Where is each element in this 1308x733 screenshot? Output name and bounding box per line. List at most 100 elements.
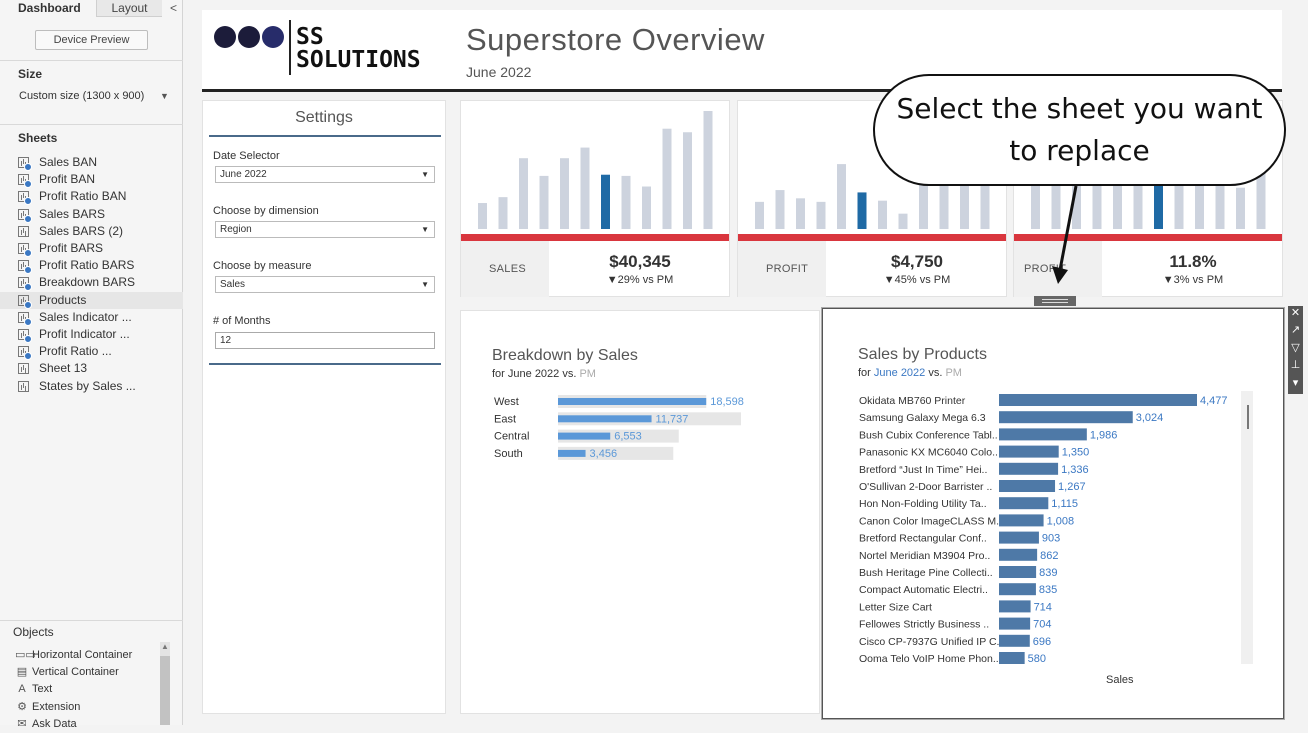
sheet-item[interactable]: Profit Ratio ... <box>0 343 183 361</box>
sheet-item[interactable]: Profit Ratio BAN <box>0 188 183 206</box>
date-selector[interactable]: June 2022 ▼ <box>215 166 435 183</box>
product-bar[interactable] <box>999 394 1197 406</box>
breakdown-bar[interactable] <box>558 398 707 405</box>
tab-layout[interactable]: Layout <box>96 0 162 17</box>
authoring-pane: Dashboard Layout < Device Preview Size C… <box>0 0 183 730</box>
sheet-item[interactable]: Sales BAN <box>0 154 183 171</box>
object-item[interactable]: A Text <box>0 681 160 698</box>
breakdown-panel[interactable]: Breakdown by Sales for June 2022 vs. PM … <box>460 310 820 714</box>
objects-scroll-thumb[interactable] <box>160 656 170 725</box>
worksheet-icon <box>18 346 32 361</box>
more-options-icon[interactable]: ▾ <box>1292 377 1299 389</box>
product-bar[interactable] <box>999 652 1025 664</box>
product-bar[interactable] <box>999 617 1031 630</box>
kpi-card-sales[interactable]: SALES $40,345 ▼29% vs PM <box>460 100 730 297</box>
product-bar[interactable] <box>999 566 1037 578</box>
sheet-item[interactable]: Profit BAN <box>0 171 183 189</box>
breakdown-bar[interactable] <box>558 415 652 423</box>
sheet-item[interactable]: Profit BARS <box>0 240 183 257</box>
product-row-label: Bretford Rectangular Conf.. <box>859 533 987 545</box>
kpi-bar <box>519 158 528 229</box>
product-bar[interactable] <box>999 497 1049 510</box>
product-value-label: 1,008 <box>1047 515 1075 527</box>
go-to-sheet-icon[interactable]: ↗ <box>1290 324 1301 336</box>
text-icon: A <box>18 683 26 696</box>
sheet-item[interactable]: Breakdown BARS <box>0 274 183 292</box>
sheet-item[interactable]: Sales Indicator ... <box>0 309 183 326</box>
breakdown-bar[interactable] <box>558 432 611 440</box>
kpi-bar <box>1154 174 1163 229</box>
kpi-bar <box>898 213 908 229</box>
months-input[interactable]: 12 <box>215 332 435 349</box>
sheet-item-label: Profit Ratio ... <box>39 344 112 359</box>
product-bar[interactable] <box>999 480 1056 492</box>
product-bar[interactable] <box>999 428 1087 441</box>
dimension-selector[interactable]: Region ▼ <box>215 221 435 238</box>
sheet-item-label: Sales BAN <box>39 155 98 169</box>
measure-selector-value: Sales <box>220 279 246 290</box>
logo-text-line2: SOLUTIONS <box>296 47 421 73</box>
scroll-up-icon[interactable]: ▲ <box>161 642 169 651</box>
filter-icon[interactable]: ▽ <box>1291 342 1300 354</box>
product-bar[interactable] <box>999 531 1039 544</box>
chevron-down-icon[interactable]: ▼ <box>421 225 429 234</box>
products-title: Sales by Products <box>858 346 987 363</box>
products-scrollbar[interactable] <box>1241 391 1253 664</box>
instruction-callout-text: Select the sheet you want to replace <box>873 88 1286 172</box>
chevron-down-icon[interactable]: ▼ <box>421 280 429 289</box>
product-bar[interactable] <box>999 548 1038 561</box>
product-bar[interactable] <box>999 462 1059 475</box>
object-item-label: Horizontal Container <box>32 649 133 661</box>
chevron-down-icon[interactable]: ▼ <box>160 91 169 101</box>
field-label: Choose by dimension <box>213 205 319 217</box>
object-item[interactable]: ⚙ Extension <box>0 699 160 716</box>
size-dropdown[interactable]: Custom size (1300 x 900) <box>19 90 145 102</box>
product-bar[interactable] <box>999 600 1031 613</box>
product-value-label: 3,024 <box>1136 412 1164 424</box>
sheet-item[interactable]: Profit Ratio BARS <box>0 257 183 275</box>
breakdown-bar[interactable] <box>558 449 586 457</box>
months-input-value: 12 <box>220 335 232 346</box>
chevron-down-icon[interactable]: ▼ <box>421 170 429 179</box>
object-item[interactable]: ✉ Ask Data <box>0 716 160 733</box>
kpi-bar <box>1215 155 1225 229</box>
breakdown-row-label: South <box>494 448 523 460</box>
sheet-item[interactable]: Sheet 13 <box>0 360 183 377</box>
product-bar[interactable] <box>999 445 1059 458</box>
product-bar[interactable] <box>999 634 1030 647</box>
kpi-bar <box>980 170 990 229</box>
sheet-item[interactable]: Products <box>0 291 183 309</box>
sheet-item[interactable]: States by Sales ... <box>0 378 183 395</box>
product-bar[interactable] <box>999 583 1036 596</box>
close-icon[interactable]: ✕ <box>1290 307 1301 319</box>
product-row-label: Hon Non-Folding Utility Ta.. <box>859 498 987 510</box>
product-bar[interactable] <box>999 411 1133 424</box>
kpi-bar <box>621 175 631 229</box>
pin-icon[interactable]: ⊥ <box>1290 359 1301 371</box>
sheet-item[interactable]: Profit Indicator ... <box>0 326 183 343</box>
sheet-item-label: Profit Ratio BAN <box>39 189 127 204</box>
sheet-item[interactable]: Sales BARS <box>0 206 183 223</box>
kpi-delta: ▼29% vs PM <box>606 274 674 286</box>
logo-divider <box>289 20 291 75</box>
move-handle-icon[interactable] <box>1034 296 1076 306</box>
measure-selector[interactable]: Sales ▼ <box>215 276 435 293</box>
worksheet-icon <box>18 243 32 257</box>
products-scroll-thumb[interactable] <box>1247 405 1249 429</box>
sheet-item-label: Sales BARS <box>39 206 106 221</box>
products-panel[interactable]: Sales by Products for June 2022 vs. PM O… <box>822 308 1284 719</box>
sheet-item-label: Sales Indicator ... <box>39 309 132 324</box>
logo-dot-icon <box>238 26 260 48</box>
kpi-bar <box>642 186 651 229</box>
object-item[interactable]: ▤ Vertical Container <box>0 664 160 681</box>
worksheet-icon <box>18 311 32 326</box>
sheet-item[interactable]: Sales BARS (2) <box>0 223 183 240</box>
collapse-pane-icon[interactable]: < <box>170 1 178 15</box>
product-row-label: Cisco CP-7937G Unified IP C.. <box>859 636 1002 648</box>
divider <box>0 60 183 61</box>
tab-dashboard[interactable]: Dashboard <box>0 0 96 17</box>
product-bar[interactable] <box>999 514 1044 527</box>
object-item[interactable]: ▭▭ Horizontal Container <box>0 647 160 664</box>
device-preview-button[interactable]: Device Preview <box>35 30 148 50</box>
kpi-bar <box>775 190 785 229</box>
